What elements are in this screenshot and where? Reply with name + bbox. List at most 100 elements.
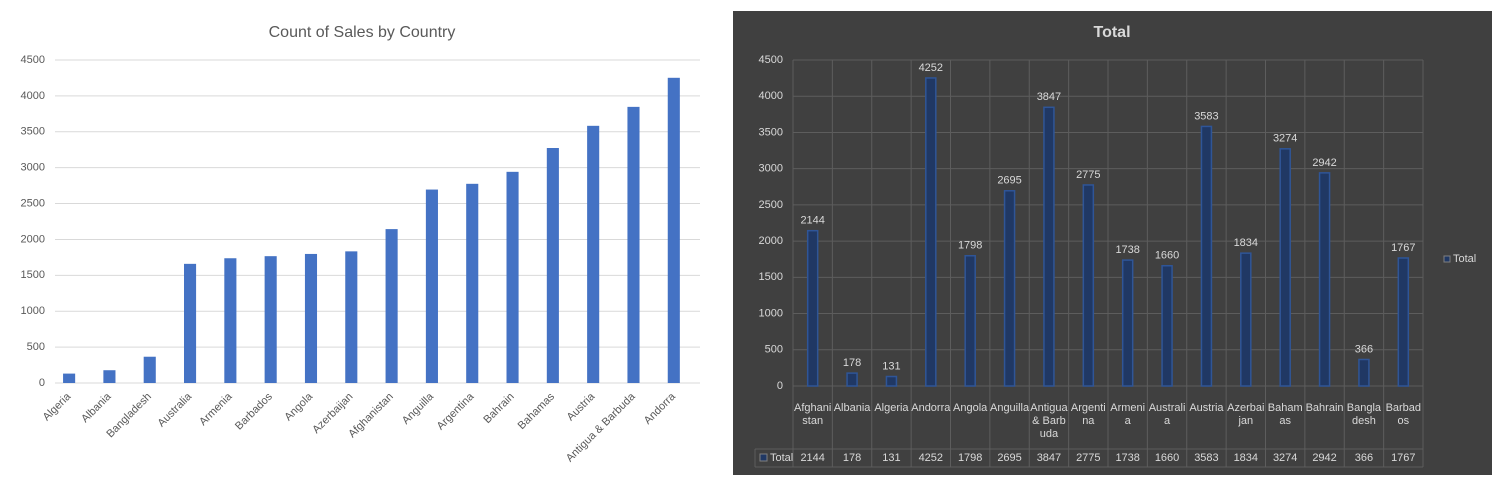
x-category-label: Austria: [1189, 402, 1224, 414]
bar: [466, 183, 479, 383]
y-tick-label: 0: [777, 380, 783, 392]
bar: [1043, 106, 1055, 387]
bar: [1161, 264, 1173, 387]
y-tick-label: 500: [765, 344, 783, 356]
x-category-label: Andorra: [911, 402, 951, 414]
data-label: 131: [882, 360, 900, 372]
table-value: 1834: [1234, 452, 1258, 464]
x-category-label: Albania: [833, 402, 871, 414]
table-value: 2775: [1076, 452, 1100, 464]
table-key: [759, 453, 768, 462]
bar: [546, 147, 559, 383]
legend-label: Total: [1453, 253, 1476, 265]
bar: [964, 254, 976, 387]
x-category-label: Afghanistan: [794, 402, 832, 427]
x-category-label-box: Antigua & Barbuda: [1030, 402, 1068, 440]
table-value: 131: [882, 452, 900, 464]
x-tick-label: Angola: [282, 390, 315, 423]
bar: [627, 106, 640, 384]
x-tick-label: Barbados: [233, 390, 275, 432]
x-tick-label: Australia: [155, 390, 194, 429]
bar: [103, 370, 116, 383]
y-tick-label: 4000: [759, 90, 783, 102]
bar: [1358, 358, 1370, 387]
x-category-label: Barbados: [1385, 402, 1422, 427]
data-label: 1798: [958, 240, 982, 252]
y-tick-label: 2500: [759, 199, 783, 211]
data-label: 2144: [800, 215, 824, 227]
chart-title: Total: [1093, 24, 1130, 41]
x-category-label: Bangladesh: [1346, 402, 1382, 427]
x-tick-label: Anguilla: [400, 390, 437, 427]
x-category-label-box: Bahamas: [1267, 402, 1303, 427]
data-label: 178: [843, 357, 861, 369]
y-tick-label: 500: [27, 341, 45, 353]
bar: [806, 229, 819, 387]
x-tick-label: Argentina: [435, 390, 477, 432]
y-tick-label: 2000: [21, 233, 45, 245]
x-category-label-box: Armenia: [1110, 402, 1146, 427]
data-label: 1660: [1155, 250, 1179, 262]
x-category-label-box: Argentina: [1070, 402, 1106, 427]
data-label: 3274: [1273, 133, 1297, 145]
chart-title: Count of Sales by Country: [269, 24, 456, 41]
x-tick-label: Austria: [565, 390, 598, 423]
table-value: 1660: [1155, 452, 1179, 464]
bar: [846, 372, 858, 387]
x-tick-label: Algeria: [41, 390, 74, 423]
bar: [264, 256, 277, 383]
x-category-label: Australia: [1148, 402, 1186, 427]
x-category-label: Anguilla: [989, 402, 1030, 414]
bar: [224, 258, 237, 383]
x-category-label: Bahamas: [1267, 402, 1303, 427]
y-tick-label: 3000: [759, 163, 783, 175]
table-value: 178: [843, 452, 861, 464]
bar: [63, 373, 76, 383]
table-row-label: Total: [770, 452, 793, 464]
x-category-label: Argentina: [1070, 402, 1106, 427]
data-label: 1767: [1391, 242, 1415, 254]
bar: [1397, 257, 1410, 387]
bar: [143, 356, 156, 383]
data-label: 2695: [997, 175, 1021, 187]
x-category-label-box: Barbados: [1385, 402, 1422, 427]
bar: [345, 251, 358, 383]
x-category-label-box: Australia: [1148, 402, 1186, 427]
table-value: 366: [1355, 452, 1373, 464]
bar: [1279, 148, 1291, 387]
x-tick-label: Armenia: [197, 390, 235, 428]
y-tick-label: 1000: [759, 307, 783, 319]
bar: [925, 77, 937, 387]
x-category-label: Angola: [953, 402, 988, 414]
x-tick-label: Andorra: [642, 390, 679, 427]
bar: [425, 189, 438, 383]
data-label: 1738: [1115, 244, 1139, 256]
x-category-label-box: Azerbaijan: [1227, 402, 1265, 427]
x-category-label: Azerbaijan: [1227, 402, 1265, 427]
bar: [385, 229, 398, 383]
bar: [506, 171, 519, 383]
legend-key: [1443, 255, 1451, 263]
data-label: 3847: [1037, 91, 1061, 103]
bar: [587, 125, 600, 383]
x-category-label: Bahrain: [1305, 402, 1344, 414]
x-category-label: Antigua & Barbuda: [1030, 402, 1068, 440]
y-tick-label: 2000: [759, 235, 783, 247]
x-category-label-box: Algeria: [874, 402, 908, 414]
table-value: 2942: [1312, 452, 1336, 464]
bar: [1003, 190, 1016, 387]
x-category-label-box: Austria: [1189, 402, 1224, 414]
table-value: 3583: [1194, 452, 1218, 464]
table-value: 3847: [1037, 452, 1061, 464]
bar: [885, 375, 898, 387]
y-tick-label: 4500: [759, 54, 783, 66]
data-label: 3583: [1194, 110, 1218, 122]
data-label: 4252: [919, 62, 943, 74]
x-category-label: Armenia: [1110, 402, 1146, 427]
y-tick-label: 4500: [21, 54, 45, 66]
table-value: 3274: [1273, 452, 1297, 464]
data-label: 2942: [1312, 157, 1336, 169]
x-category-label-box: Andorra: [911, 402, 951, 414]
y-tick-label: 4000: [21, 90, 45, 102]
